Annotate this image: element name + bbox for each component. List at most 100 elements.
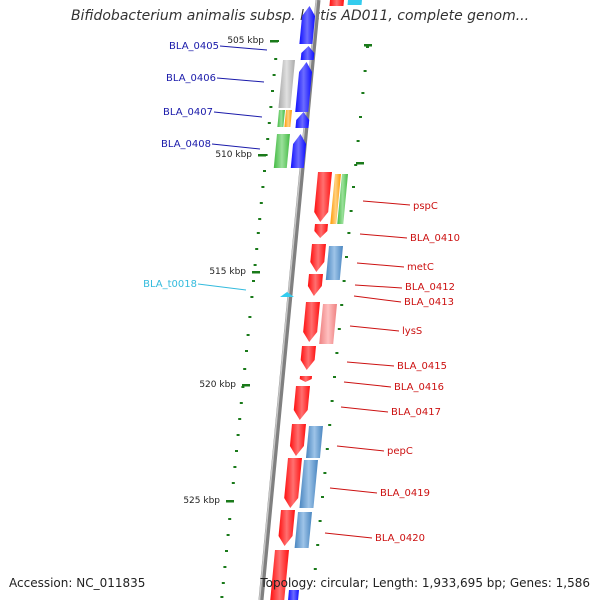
gene-label[interactable]: BLA_0410 [410, 233, 460, 244]
ruler-dot [345, 256, 348, 258]
gene-label[interactable]: metC [407, 262, 434, 273]
gene-label[interactable]: BLA_t0018 [143, 279, 197, 290]
gene-label[interactable]: BLA_0406 [166, 73, 216, 84]
ruler-dot [264, 154, 268, 156]
gene-label[interactable]: BLA_0407 [163, 107, 213, 118]
label-layer: BLA_0405 BLA_0406 BLA_0407 BLA_0408 BLA_t001… [143, 41, 460, 544]
ruler-dot [330, 400, 334, 402]
ruler-dot [318, 520, 322, 522]
ruler-major-tick [356, 162, 364, 165]
cog-annotation-orange [284, 110, 292, 127]
trna-gene-partial [347, 0, 362, 5]
gene-label[interactable]: lysS [402, 326, 422, 337]
ruler-dot [238, 418, 242, 420]
ruler-dot [356, 140, 360, 142]
reverse-gene [299, 376, 312, 382]
gene-label[interactable]: BLA_0408 [161, 139, 211, 150]
ruler-dot [274, 58, 278, 60]
reverse-gene [284, 458, 302, 508]
forward-gene [300, 46, 315, 60]
ruler-dot [228, 518, 232, 520]
ruler-dot [349, 210, 353, 212]
cog-annotation-green [277, 110, 285, 127]
ruler-dot [223, 566, 227, 568]
gene-label[interactable]: pspC [413, 201, 438, 212]
gene-label[interactable]: BLA_0405 [169, 41, 219, 52]
gene-label[interactable]: BLA_0416 [394, 382, 444, 393]
reverse-gene [289, 424, 306, 456]
gene-label-leader [197, 283, 247, 291]
cog-annotation-steelblue [305, 426, 323, 458]
gene-label[interactable]: BLA_0413 [404, 297, 454, 308]
cog-annotation-steelblue [325, 246, 343, 280]
gene-label-leader [213, 111, 263, 118]
ruler-dot [354, 164, 358, 166]
gene-label-leader [343, 381, 392, 388]
gene-label[interactable]: BLA_0419 [380, 488, 430, 499]
ruler-dot [352, 186, 355, 188]
cog-annotation-steelblue [299, 460, 318, 508]
ruler-dot [236, 434, 240, 436]
gene-label[interactable]: BLA_0420 [375, 533, 425, 544]
gene-label-leader [346, 361, 395, 367]
ruler-label: 520 kbp [199, 380, 236, 390]
ruler-dot [321, 496, 324, 498]
ruler-dot [272, 74, 276, 76]
ruler-dot [258, 218, 262, 220]
forward-gene [290, 134, 307, 168]
ruler-dot [316, 544, 320, 546]
reverse-gene [329, 0, 344, 6]
gene-label-leader [353, 295, 402, 303]
ruler-dot [250, 296, 254, 298]
reverse-gene [303, 302, 320, 342]
gene-label-leader [219, 45, 268, 51]
ruler-dot [325, 448, 329, 450]
forward-gene-partial [288, 590, 299, 600]
ruler-dot [221, 582, 225, 584]
gene-label-leader [349, 325, 400, 332]
ruler-dot [235, 450, 238, 452]
gene-label-leader [329, 487, 378, 494]
ruler-dot [340, 304, 344, 306]
ruler-dot [233, 466, 237, 468]
gene-label-leader [216, 77, 265, 83]
accession-text: Accession: NC_011835 [9, 576, 146, 590]
gene-label-leader [336, 445, 385, 452]
trna-gene [280, 292, 294, 297]
reverse-gene [310, 244, 326, 272]
gene-label[interactable]: pepC [387, 446, 413, 457]
gene-label-leader [356, 262, 405, 268]
reverse-gene [307, 274, 323, 296]
ruler-label: 515 kbp [209, 267, 246, 277]
gene-label[interactable]: BLA_0412 [405, 282, 455, 293]
ruler-major-tick [242, 384, 250, 387]
cog-annotation-green [273, 134, 290, 168]
ruler-dot [269, 106, 273, 108]
ruler-dot [220, 596, 224, 598]
ruler-dot [245, 350, 248, 352]
forward-gene [299, 6, 316, 44]
ruler-label: 505 kbp [227, 36, 264, 46]
reverse-gene [314, 224, 328, 238]
ruler-dot [266, 138, 270, 140]
ruler-dot [253, 264, 257, 266]
gene-label-leader [354, 284, 403, 289]
gene-label[interactable]: BLA_0417 [391, 407, 441, 418]
topology-text: Topology: circular; Length: 1,933,695 bp… [260, 576, 590, 590]
ruler-dot [226, 534, 230, 536]
page-title: Bifidobacterium animalis subsp. lactis A… [70, 8, 530, 24]
ruler-dot [246, 334, 250, 336]
gene-label-leader [324, 532, 373, 539]
cog-annotation-green [337, 174, 348, 224]
ruler-dot [335, 352, 339, 354]
ruler-dot [361, 92, 365, 94]
ruler-dot [359, 116, 362, 118]
ruler-dot [239, 402, 243, 404]
cog-annotation-gray [278, 60, 295, 108]
ruler-major-tick [364, 44, 372, 47]
ruler-dot [271, 90, 274, 92]
gene-label[interactable]: BLA_0415 [397, 361, 447, 372]
ruler-layer: 505 kbp 510 kbp 515 kbp 520 kbp 525 kbp [183, 36, 372, 598]
ruler-major-tick [226, 500, 234, 503]
